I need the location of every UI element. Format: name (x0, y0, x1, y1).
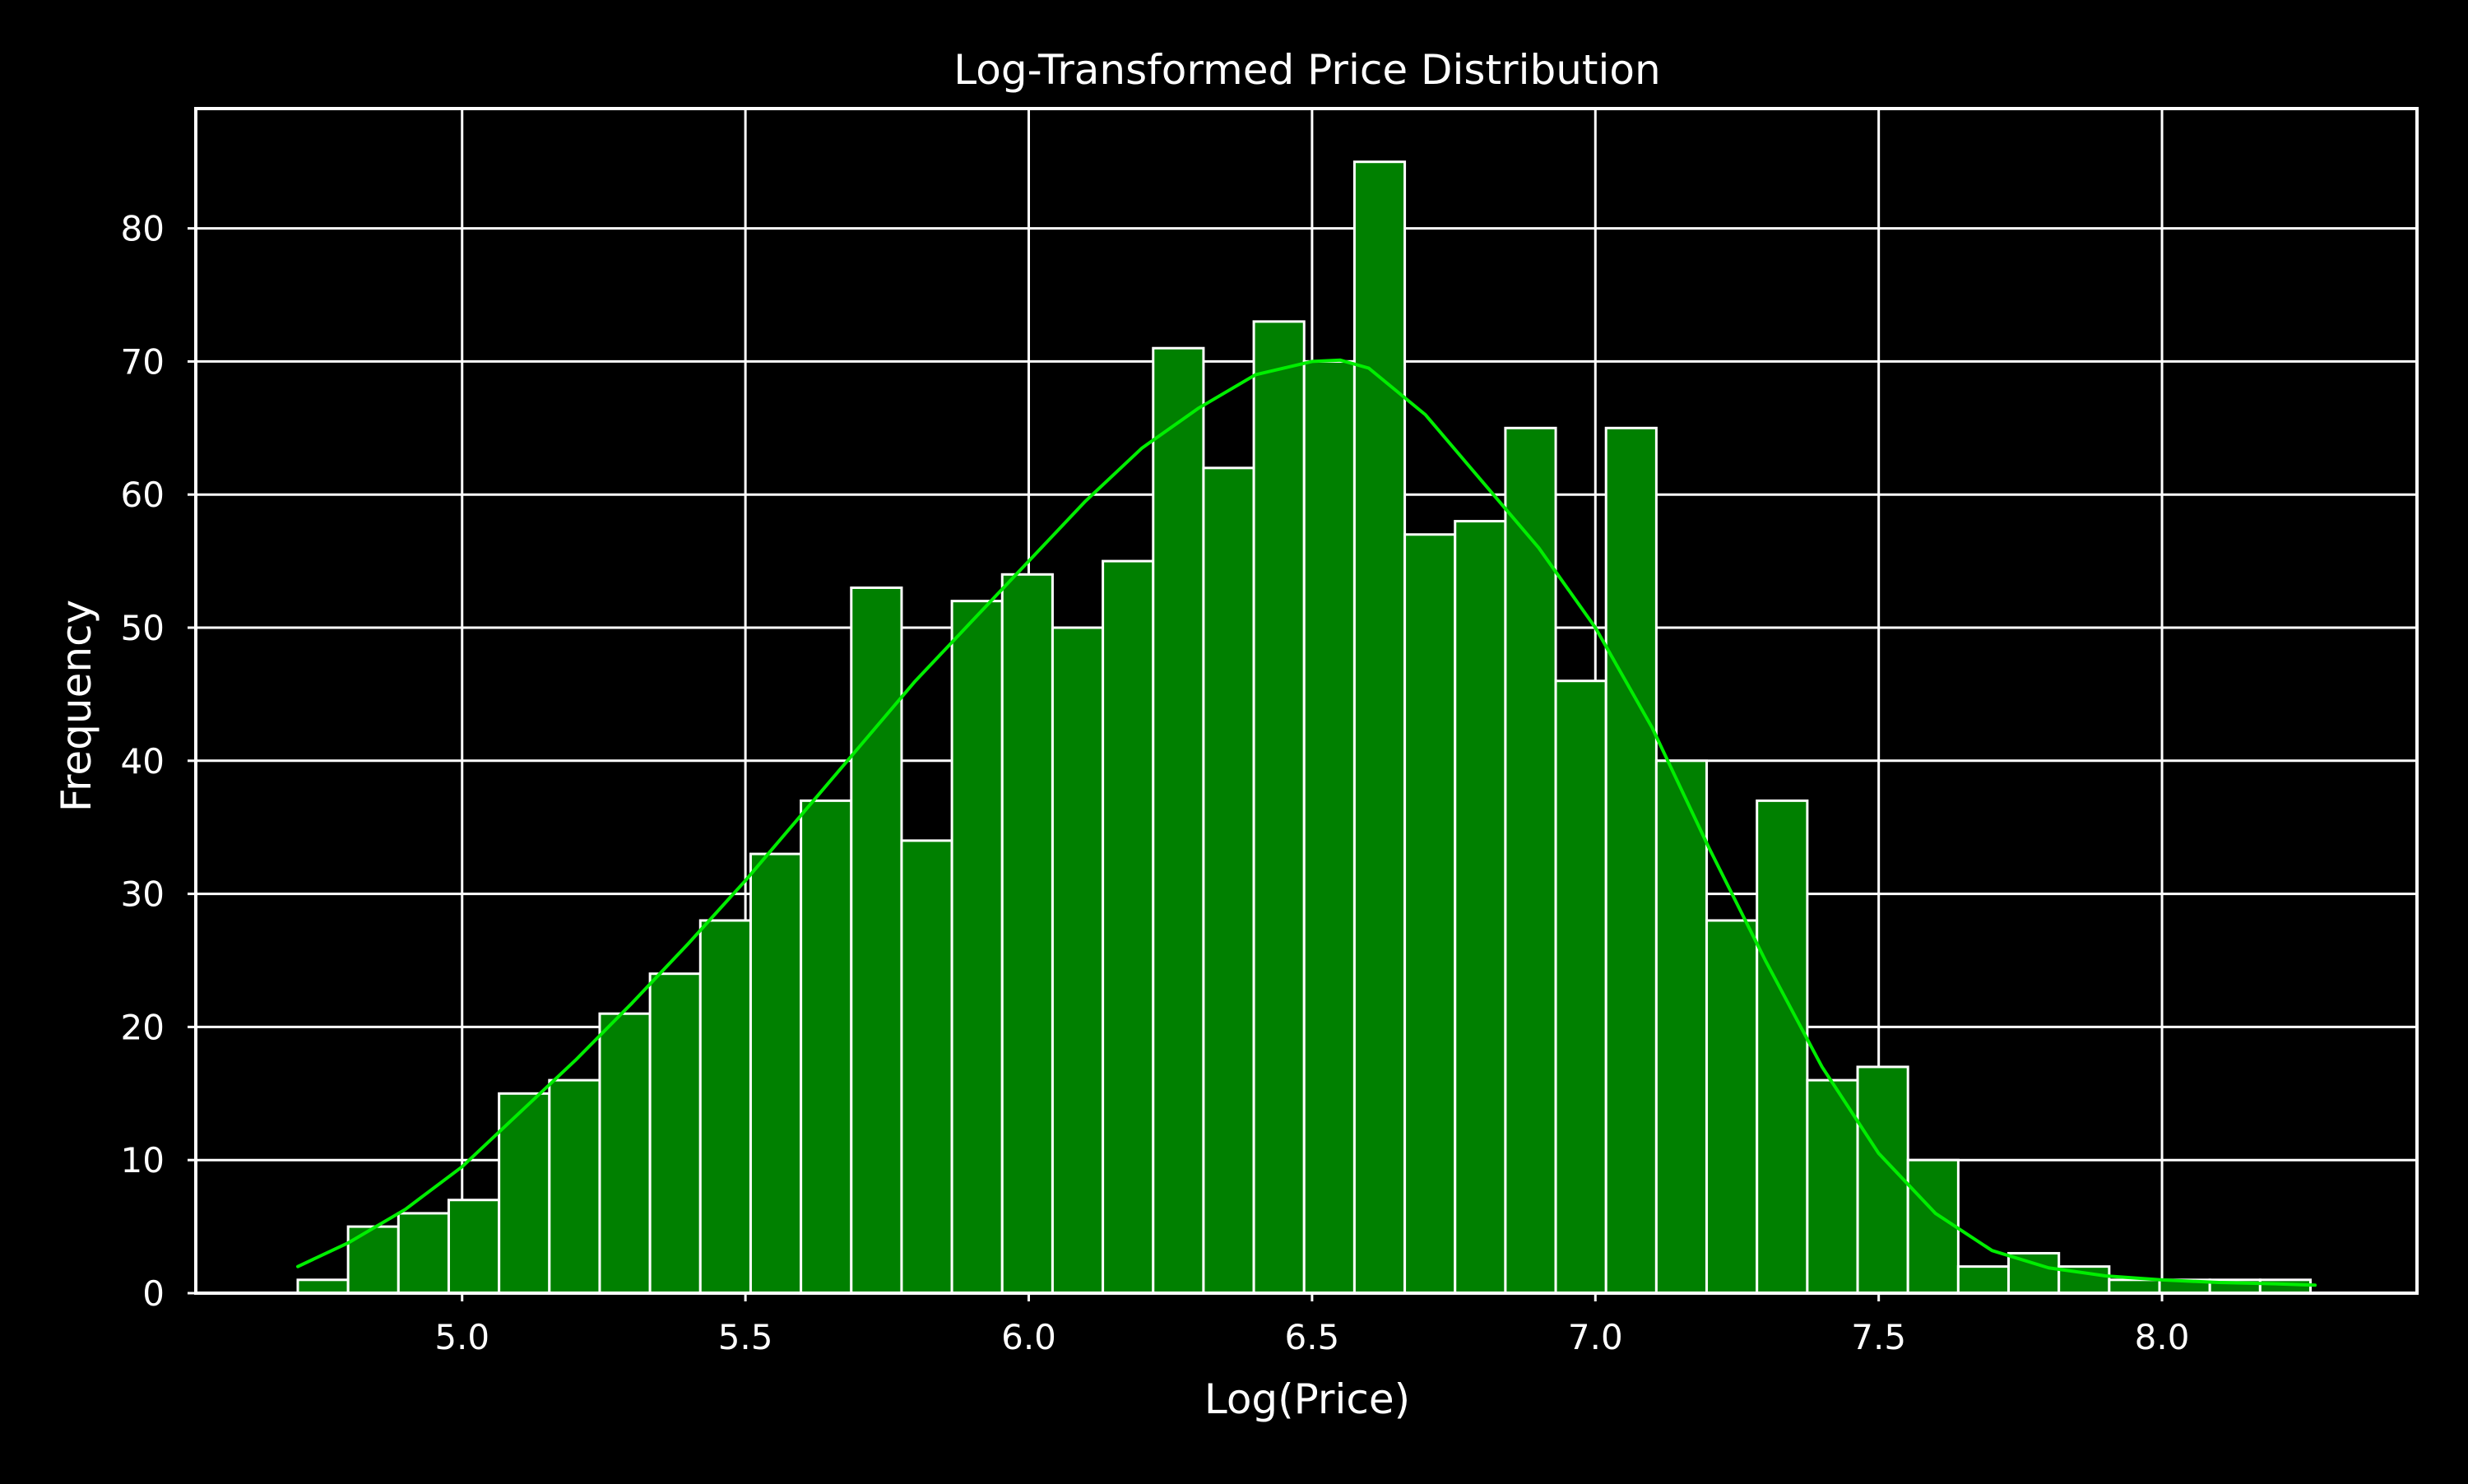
histogram-bar (1352, 160, 1407, 1295)
x-tick-label: 8.0 (2135, 1317, 2190, 1357)
histogram-bars (296, 160, 2313, 1295)
histogram-bar (950, 600, 1004, 1295)
histogram-bar (698, 919, 752, 1295)
y-tick-label: 30 (121, 874, 165, 915)
histogram-bar (296, 1278, 350, 1295)
histogram-bar (2108, 1278, 2161, 1295)
plot-frame (194, 107, 2419, 1295)
y-tick-label: 80 (121, 209, 165, 249)
histogram-bar (498, 1092, 551, 1295)
histogram-bar (1554, 679, 1607, 1295)
y-tick-label: 10 (121, 1140, 165, 1180)
x-tick-label: 7.0 (1568, 1317, 1623, 1357)
histogram-bar (648, 972, 702, 1295)
x-tick-label: 7.5 (1851, 1317, 1906, 1357)
y-tick-label: 0 (142, 1273, 165, 1314)
y-tick-label: 60 (121, 475, 165, 515)
histogram-bar (1604, 426, 1658, 1295)
histogram-bar (1705, 919, 1759, 1295)
x-tick-labels: 5.0 5.5 6.0 6.5 7.0 7.5 8.0 (434, 1293, 2189, 1357)
histogram-bar (598, 1012, 652, 1295)
x-tick-label: 6.0 (1001, 1317, 1056, 1357)
y-tick-label: 50 (121, 608, 165, 648)
kde-line (295, 358, 2317, 1287)
histogram-bar (1000, 573, 1054, 1295)
chart-title: Log-Transformed Price Distribution (953, 46, 1660, 94)
histogram-bar (2258, 1278, 2313, 1295)
x-tick-label: 5.5 (718, 1317, 773, 1357)
histogram-bar (346, 1225, 400, 1295)
histogram-bar (1654, 759, 1709, 1295)
x-tick-label: 6.5 (1284, 1317, 1339, 1357)
histogram-bar (1302, 359, 1356, 1295)
histogram-bar (1202, 466, 1255, 1295)
histogram-bar (1252, 320, 1306, 1295)
histogram-bar (1906, 1158, 1960, 1295)
histogram-bar (850, 586, 903, 1295)
x-axis-label: Log(Price) (1204, 1375, 1410, 1423)
histogram-bar (1152, 346, 1205, 1295)
histogram-bar (900, 839, 953, 1295)
histogram-bar (749, 852, 803, 1295)
histogram-bar (1756, 799, 1809, 1295)
y-tick-label: 40 (121, 741, 165, 781)
histogram-bar (1806, 1078, 1859, 1295)
histogram-bar (1454, 520, 1507, 1295)
histogram-bar (548, 1078, 601, 1295)
histogram-bar (1956, 1265, 2011, 1295)
y-tick-label: 20 (121, 1007, 165, 1047)
kde-curve-group (295, 358, 2317, 1287)
histogram-bar (447, 1199, 501, 1295)
histogram-bar (1051, 626, 1105, 1295)
histogram-bar (800, 799, 853, 1295)
histogram-bar (1102, 559, 1155, 1295)
histogram-bar (1403, 533, 1457, 1295)
histogram-bar (397, 1212, 450, 1295)
histogram-bar (1856, 1065, 1909, 1295)
y-tick-labels: 0 10 20 30 40 50 60 70 80 (121, 209, 196, 1314)
histogram-bar (1504, 426, 1557, 1295)
x-tick-label: 5.0 (434, 1317, 489, 1357)
y-tick-label: 70 (121, 341, 165, 382)
y-axis-label: Frequency (53, 600, 100, 812)
